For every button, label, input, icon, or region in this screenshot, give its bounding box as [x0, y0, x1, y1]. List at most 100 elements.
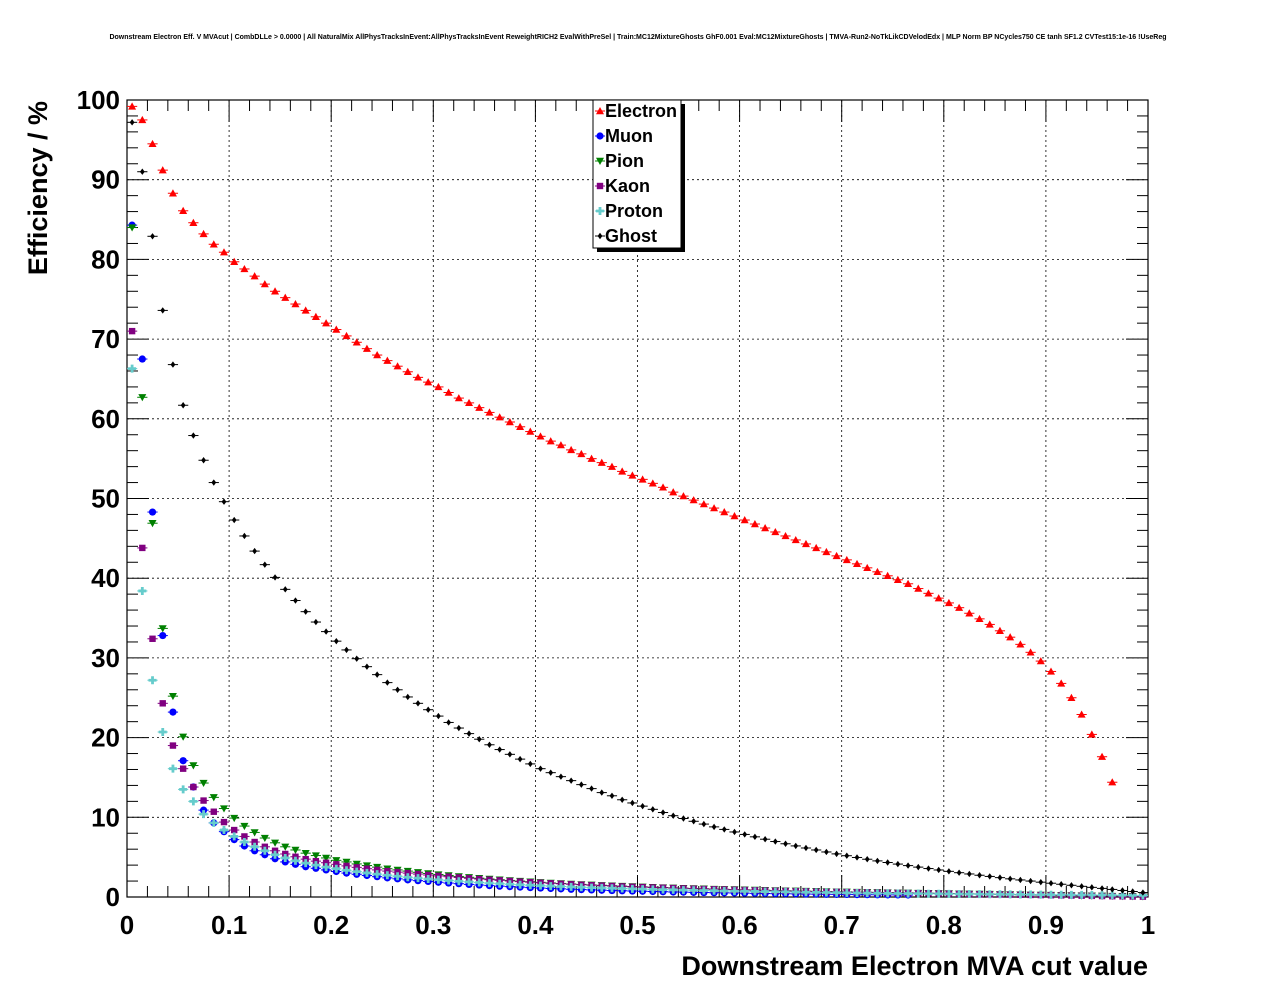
data-point — [1067, 693, 1076, 701]
data-point — [393, 872, 402, 881]
data-point — [221, 498, 227, 505]
data-point — [893, 575, 902, 583]
data-point — [158, 625, 167, 633]
y-tick-label: 80 — [91, 244, 120, 274]
data-point — [282, 586, 288, 593]
data-point — [720, 508, 729, 516]
data-point — [526, 427, 535, 435]
data-point — [230, 257, 239, 265]
data-point — [568, 777, 574, 784]
data-point — [965, 609, 974, 617]
data-point — [199, 810, 208, 819]
data-point — [1016, 640, 1025, 648]
data-point — [179, 757, 187, 765]
data-point — [487, 741, 492, 748]
data-point — [750, 520, 759, 528]
data-point — [701, 820, 707, 828]
data-point — [669, 885, 678, 894]
data-point — [904, 889, 913, 898]
data-point — [362, 344, 371, 352]
data-point — [1016, 890, 1025, 899]
data-point — [1077, 710, 1086, 718]
data-point — [740, 887, 749, 896]
data-point — [567, 445, 576, 454]
data-point — [352, 338, 361, 346]
data-point — [475, 878, 484, 887]
data-point — [190, 432, 196, 439]
legend-label: Pion — [605, 151, 644, 171]
data-point — [1069, 882, 1074, 889]
data-point — [914, 889, 923, 898]
series-kaon — [127, 327, 1148, 900]
data-point — [404, 869, 411, 877]
data-point — [659, 885, 668, 894]
data-series — [127, 102, 1148, 901]
data-point — [169, 742, 177, 749]
data-point — [281, 843, 290, 851]
data-point — [904, 579, 913, 587]
data-point — [332, 857, 341, 865]
data-point — [485, 879, 494, 888]
data-point — [546, 882, 555, 891]
data-point — [139, 544, 146, 552]
data-point — [801, 888, 810, 897]
data-point — [995, 890, 1004, 899]
data-point — [210, 808, 217, 815]
data-point — [1038, 878, 1044, 886]
data-point — [689, 886, 698, 895]
legend-label: Electron — [605, 101, 677, 121]
data-point — [742, 831, 748, 838]
data-point — [516, 880, 525, 889]
data-point — [577, 883, 586, 892]
data-point — [771, 527, 780, 536]
data-point — [1067, 890, 1076, 899]
data-point — [158, 728, 167, 737]
data-point — [271, 850, 280, 859]
data-point — [272, 574, 278, 581]
data-point — [578, 781, 584, 788]
data-point — [466, 730, 472, 737]
legend-label: Ghost — [605, 226, 657, 246]
data-point — [384, 679, 390, 686]
data-point — [1098, 752, 1107, 760]
data-point — [168, 692, 177, 701]
plot-title: Downstream Electron Eff. V MVAcut | Comb… — [109, 34, 1167, 41]
data-point — [924, 889, 933, 898]
data-point — [1058, 881, 1064, 888]
data-point — [914, 584, 923, 592]
x-tick-label: 0.3 — [415, 910, 451, 940]
x-tick-label: 0.6 — [722, 910, 758, 940]
data-point — [750, 887, 759, 896]
data-point — [138, 394, 147, 402]
data-point — [322, 319, 331, 327]
data-point — [465, 398, 474, 407]
data-point — [711, 823, 717, 831]
data-point — [527, 760, 533, 768]
data-point — [240, 264, 249, 273]
data-point — [364, 663, 370, 670]
data-point — [791, 888, 800, 897]
data-point — [342, 866, 351, 875]
x-tick-label: 0.8 — [926, 910, 962, 940]
data-point — [526, 881, 535, 890]
data-point — [944, 889, 953, 898]
data-point — [822, 547, 831, 556]
data-point — [128, 224, 137, 232]
data-point — [262, 561, 268, 568]
data-point — [414, 870, 422, 878]
legend-marker — [597, 232, 603, 240]
data-point — [732, 828, 737, 836]
data-point — [128, 364, 137, 373]
data-point — [251, 838, 258, 846]
data-point — [454, 394, 463, 402]
data-point — [456, 724, 462, 732]
data-point — [303, 608, 309, 615]
data-point — [597, 883, 606, 892]
data-point — [189, 762, 198, 770]
data-point — [209, 240, 218, 248]
data-point — [219, 805, 228, 813]
data-point — [597, 458, 606, 466]
data-point — [895, 860, 901, 868]
data-point — [670, 812, 676, 819]
